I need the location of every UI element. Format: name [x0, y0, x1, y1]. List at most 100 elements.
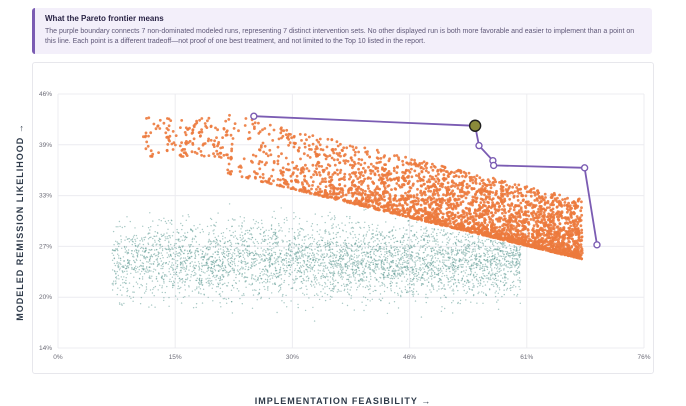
other-run-point: [355, 240, 358, 242]
other-run-point: [312, 259, 314, 262]
other-run-point: [197, 261, 200, 263]
other-run-point: [121, 265, 123, 268]
other-run-point: [430, 233, 433, 235]
other-run-point: [269, 256, 272, 258]
other-run-point: [439, 269, 441, 272]
other-run-point: [271, 237, 273, 239]
other-run-point: [195, 306, 197, 309]
other-run-point: [480, 256, 482, 258]
other-run-point: [329, 211, 331, 214]
other-run-point: [494, 282, 496, 284]
other-run-point: [369, 285, 372, 288]
other-run-point: [327, 240, 329, 242]
other-run-point: [246, 276, 249, 279]
other-run-point: [470, 265, 473, 267]
other-run-point: [379, 285, 381, 287]
top-run-point: [579, 224, 583, 228]
other-run-point: [425, 228, 427, 230]
other-run-point: [460, 259, 462, 261]
other-run-point: [495, 290, 497, 292]
other-run-point: [473, 267, 475, 269]
other-run-point: [455, 249, 457, 251]
other-run-point: [187, 214, 189, 216]
other-run-point: [277, 261, 279, 263]
other-run-point: [232, 231, 234, 234]
other-run-point: [449, 257, 451, 259]
other-run-point: [318, 240, 320, 242]
other-run-point: [226, 247, 228, 249]
other-run-point: [127, 262, 129, 265]
other-run-point: [414, 245, 416, 248]
other-run-point: [475, 258, 477, 260]
other-run-point: [469, 281, 471, 283]
other-run-point: [338, 275, 340, 277]
other-run-point: [358, 269, 360, 272]
other-run-point: [153, 295, 155, 297]
other-run-point: [506, 252, 509, 254]
other-run-point: [477, 264, 479, 267]
other-run-point: [484, 284, 487, 286]
other-run-point: [189, 265, 191, 267]
other-run-point: [335, 260, 337, 262]
other-run-point: [190, 244, 192, 246]
other-run-point: [316, 230, 318, 233]
other-run-point: [472, 248, 474, 250]
other-run-point: [326, 245, 328, 247]
other-run-point: [201, 264, 203, 267]
other-run-point: [468, 251, 471, 253]
other-run-point: [488, 249, 490, 251]
other-run-point: [199, 274, 201, 276]
other-run-point: [219, 277, 222, 279]
other-run-point: [274, 266, 276, 269]
other-run-point: [209, 280, 212, 282]
other-run-point: [167, 237, 169, 240]
other-run-point: [354, 243, 356, 245]
other-run-point: [382, 274, 384, 276]
other-run-point: [451, 252, 453, 254]
other-run-point: [392, 237, 395, 240]
other-run-point: [501, 242, 504, 244]
other-run-point: [433, 288, 435, 291]
other-run-point: [157, 261, 159, 263]
other-run-point: [474, 276, 476, 278]
other-run-point: [158, 237, 161, 239]
other-run-point: [411, 241, 413, 243]
other-run-point: [241, 238, 243, 240]
other-run-point: [292, 287, 294, 289]
other-run-point: [471, 263, 473, 265]
other-run-point: [348, 242, 350, 245]
other-run-point: [198, 265, 200, 267]
other-run-point: [266, 269, 269, 272]
other-run-point: [263, 248, 265, 251]
other-run-point: [150, 226, 152, 228]
other-run-point: [336, 241, 339, 244]
other-run-point: [240, 259, 243, 262]
other-run-point: [383, 278, 385, 280]
other-run-point: [136, 237, 138, 239]
other-run-point: [491, 270, 493, 272]
other-run-point: [354, 279, 356, 281]
other-run-point: [172, 231, 175, 233]
other-run-point: [244, 268, 246, 270]
other-run-point: [240, 228, 242, 230]
other-run-point: [305, 268, 307, 271]
other-run-point: [285, 260, 288, 262]
other-run-point: [159, 247, 161, 249]
top-run-point: [382, 195, 386, 199]
other-run-point: [202, 271, 205, 273]
other-run-point: [169, 266, 172, 268]
other-run-point: [283, 302, 285, 304]
other-run-point: [502, 281, 504, 284]
other-run-point: [378, 255, 380, 258]
other-run-point: [181, 228, 183, 231]
other-run-point: [420, 316, 423, 318]
other-run-point: [398, 274, 400, 276]
other-run-point: [171, 262, 173, 264]
other-run-point: [307, 280, 309, 282]
other-run-point: [261, 271, 263, 273]
other-run-point: [183, 239, 185, 242]
other-run-point: [132, 236, 135, 238]
other-run-point: [350, 263, 352, 265]
other-run-point: [190, 228, 192, 231]
